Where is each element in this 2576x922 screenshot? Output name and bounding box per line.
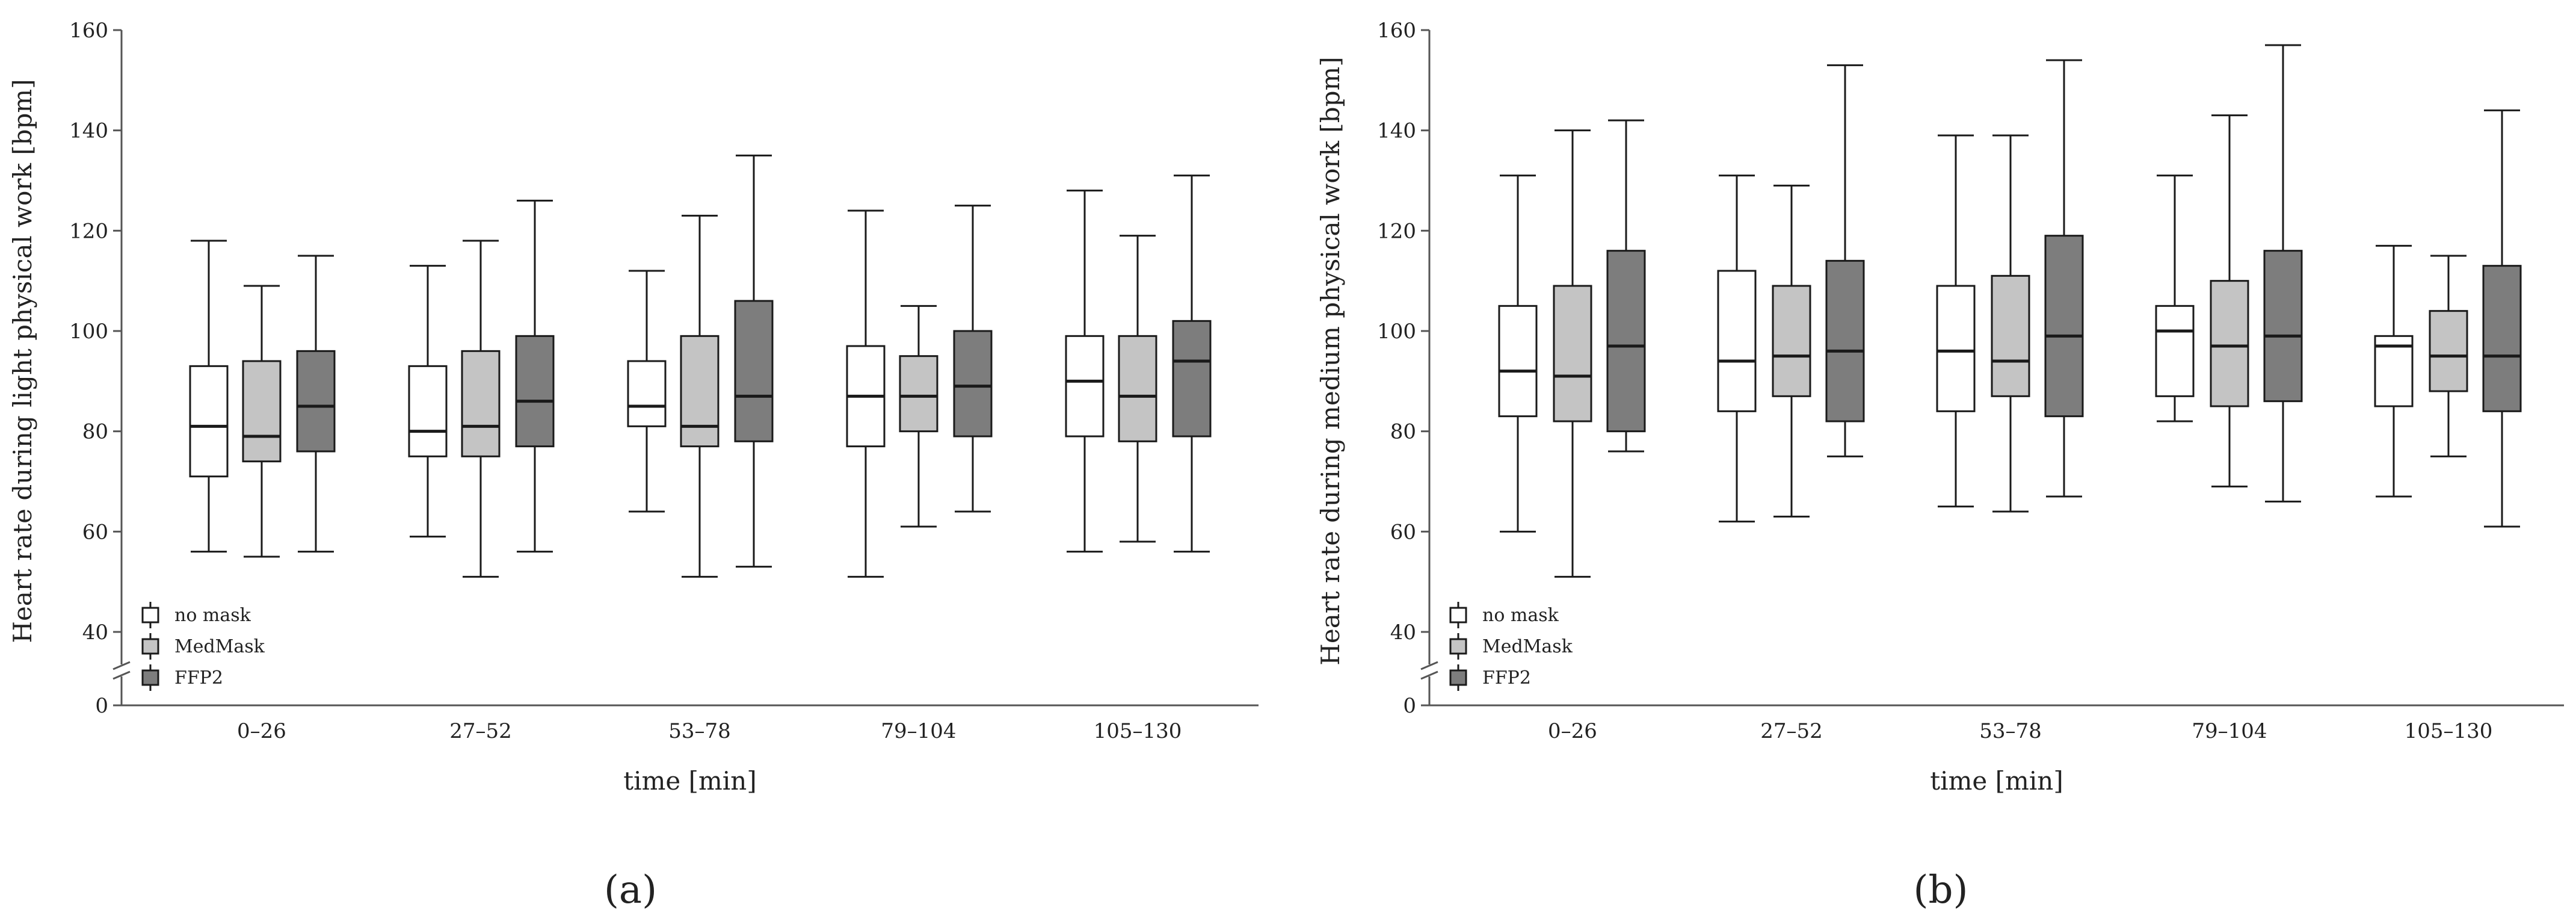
panel-label: (a) bbox=[604, 868, 657, 912]
legend-label: FFP2 bbox=[174, 667, 223, 688]
y-tick-label: 160 bbox=[69, 19, 108, 43]
box-iqr bbox=[627, 360, 667, 427]
x-tick-label: 53–78 bbox=[668, 719, 731, 743]
legend-label: no mask bbox=[1482, 605, 1559, 626]
panel-label: (b) bbox=[1914, 868, 1968, 912]
y-tick-label: 60 bbox=[1390, 520, 1416, 544]
legend-swatch bbox=[1449, 669, 1467, 686]
panel-b: 0 40 60 80 100 120 140 160 0–26 27–52 53–78 79–104 1… bbox=[1316, 19, 2564, 912]
x-axis-title: time [min] bbox=[1930, 766, 2063, 796]
y-tick-label: 40 bbox=[1390, 620, 1416, 645]
box-iqr bbox=[1772, 285, 1811, 397]
box-iqr bbox=[2210, 280, 2249, 407]
box-iqr bbox=[2044, 235, 2084, 418]
y-tick-label: 80 bbox=[82, 420, 108, 444]
box-iqr bbox=[189, 365, 229, 478]
box-iqr bbox=[1553, 285, 1592, 422]
box-iqr bbox=[242, 360, 282, 463]
y-axis-title: Heart rate during medium physical work [… bbox=[1316, 57, 1345, 665]
y-tick-label: 160 bbox=[1377, 19, 1416, 43]
y-tick-label: 100 bbox=[1377, 320, 1416, 344]
y-tick-label: 120 bbox=[1377, 219, 1416, 243]
axis-break-mark bbox=[1420, 661, 1438, 670]
box-iqr bbox=[461, 350, 501, 457]
box-iqr bbox=[953, 330, 993, 438]
x-tick-label: 0–26 bbox=[1548, 719, 1597, 743]
x-tick-label: 79–104 bbox=[2192, 719, 2267, 743]
legend-swatch bbox=[1449, 638, 1467, 655]
y-axis-title: Heart rate during light physical work [b… bbox=[8, 79, 37, 643]
box-iqr bbox=[1717, 270, 1757, 412]
x-tick-label: 0–26 bbox=[237, 719, 286, 743]
box-iqr bbox=[2263, 250, 2303, 403]
x-axis-title: time [min] bbox=[623, 766, 756, 796]
box-iqr bbox=[2374, 335, 2414, 407]
legend-label: FFP2 bbox=[1482, 667, 1531, 688]
y-tick-label: 100 bbox=[69, 320, 108, 344]
legend-label: MedMask bbox=[174, 636, 265, 657]
box-iqr bbox=[515, 335, 555, 448]
box-iqr bbox=[1498, 305, 1538, 418]
box-iqr bbox=[296, 350, 336, 453]
legend-swatch bbox=[141, 607, 159, 623]
y-tick-label: 60 bbox=[82, 520, 108, 544]
box-iqr bbox=[1936, 285, 1976, 412]
y-tick-label: 140 bbox=[1377, 119, 1416, 143]
axis-break-mark bbox=[112, 670, 131, 680]
x-tick-label: 105–130 bbox=[1094, 719, 1182, 743]
y-tick-label: 140 bbox=[69, 119, 108, 143]
box-iqr bbox=[1172, 320, 1212, 438]
box-iqr bbox=[1825, 259, 1865, 422]
box-iqr bbox=[408, 365, 448, 457]
axis-break-mark bbox=[1420, 670, 1438, 680]
x-tick-label: 27–52 bbox=[1760, 719, 1823, 743]
box-iqr bbox=[1606, 250, 1646, 433]
box-iqr bbox=[680, 335, 719, 448]
box-iqr bbox=[1065, 335, 1105, 438]
box-iqr bbox=[1118, 335, 1157, 442]
legend-label: MedMask bbox=[1482, 636, 1573, 657]
box-iqr bbox=[2482, 265, 2522, 412]
legend-swatch bbox=[1449, 607, 1467, 623]
y-tick-label: 0 bbox=[95, 694, 108, 718]
box-iqr bbox=[1991, 274, 2030, 397]
y-tick-label: 120 bbox=[69, 219, 108, 243]
x-tick-label: 105–130 bbox=[2405, 719, 2493, 743]
y-tick-label: 40 bbox=[82, 620, 108, 645]
panel-a: 0 40 60 80 100 120 140 160 0–26 27–52 53–78 79–104 1… bbox=[8, 19, 1259, 912]
box-iqr bbox=[2155, 305, 2195, 397]
legend-swatch bbox=[141, 638, 159, 655]
x-tick-label: 53–78 bbox=[1979, 719, 2042, 743]
legend-swatch bbox=[141, 669, 159, 686]
box-iqr bbox=[899, 355, 938, 433]
y-tick-label: 80 bbox=[1390, 420, 1416, 444]
x-tick-label: 79–104 bbox=[881, 719, 956, 743]
legend-label: no mask bbox=[174, 605, 251, 626]
axis-break-mark bbox=[112, 661, 131, 670]
y-tick-label: 0 bbox=[1403, 694, 1416, 718]
box-iqr bbox=[734, 300, 774, 442]
x-tick-label: 27–52 bbox=[449, 719, 512, 743]
box-iqr bbox=[2429, 310, 2468, 392]
